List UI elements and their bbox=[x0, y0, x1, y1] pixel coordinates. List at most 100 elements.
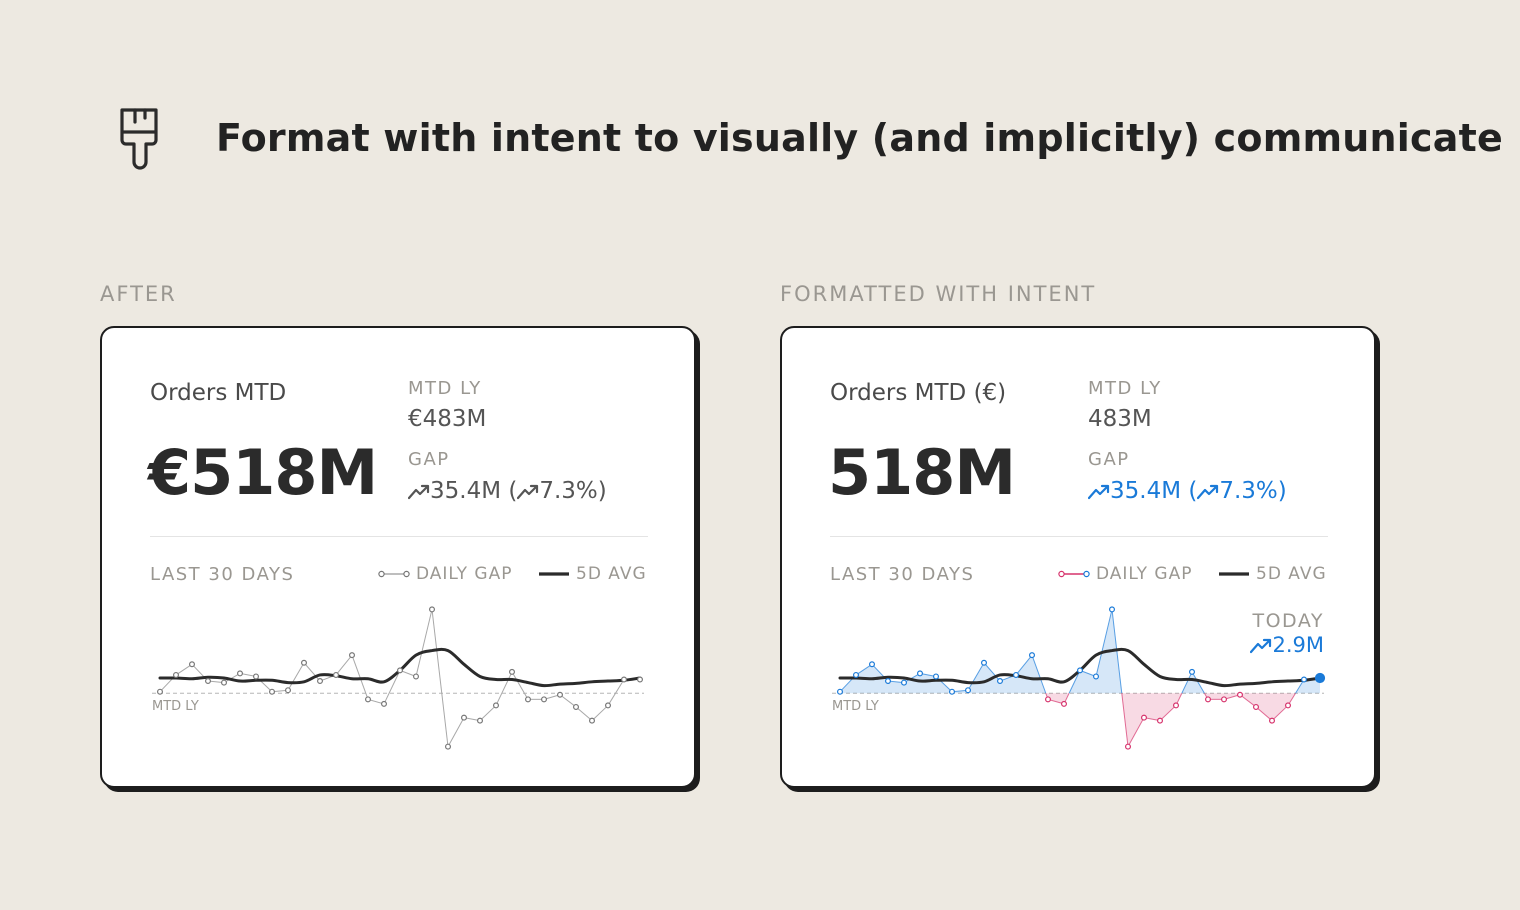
gap-amount: 35.4M bbox=[430, 478, 502, 504]
daily-gap-point bbox=[1269, 717, 1276, 724]
mtd-ly-value: 483M bbox=[1088, 406, 1152, 432]
daily-gap-point bbox=[837, 688, 844, 695]
daily-gap-point bbox=[173, 671, 180, 678]
gap-value: 35.4M (7.3%) bbox=[408, 478, 607, 504]
daily-gap-point bbox=[1093, 673, 1100, 680]
daily-gap-point bbox=[493, 702, 500, 709]
trend-up-icon bbox=[1197, 484, 1219, 500]
daily-gap-segment bbox=[415, 609, 433, 677]
daily-gap-segment bbox=[1068, 670, 1081, 694]
mtd-ly-label: MTD LY bbox=[408, 378, 482, 399]
legend-daily-gap-label: DAILY GAP bbox=[1096, 564, 1193, 584]
daily-gap-segment bbox=[495, 671, 513, 706]
legend-5d-avg-label: 5D AVG bbox=[1256, 564, 1327, 584]
daily-gap-segment bbox=[1181, 671, 1193, 694]
daily-gap-segment bbox=[511, 671, 529, 700]
gap-area bbox=[920, 673, 936, 694]
daily-gap-point bbox=[1189, 668, 1196, 675]
gap-area bbox=[888, 681, 904, 694]
gap-area bbox=[904, 673, 920, 694]
gap-area bbox=[1272, 693, 1288, 721]
daily-gap-point bbox=[1029, 652, 1036, 659]
baseline-label: MTD LY bbox=[152, 699, 199, 714]
today-point bbox=[1314, 672, 1326, 684]
daily-gap-point bbox=[853, 671, 860, 678]
legend-daily-gap: DAILY GAP bbox=[1058, 564, 1193, 584]
legend-5d-avg-swatch bbox=[539, 572, 569, 576]
chart-title: LAST 30 DAYS bbox=[830, 564, 975, 585]
today-amount: 2.9M bbox=[1272, 633, 1324, 657]
daily-gap-point bbox=[1141, 714, 1148, 721]
daily-gap-point bbox=[365, 696, 372, 703]
gap-area bbox=[1256, 693, 1272, 721]
divider bbox=[150, 536, 648, 537]
gap-label: GAP bbox=[1088, 449, 1130, 470]
daily-gap-segment bbox=[1191, 671, 1205, 694]
daily-gap-point bbox=[381, 700, 388, 707]
daily-gap-point bbox=[509, 668, 516, 675]
daily-gap-point bbox=[1253, 703, 1260, 710]
daily-gap-segment bbox=[1255, 706, 1273, 722]
gap-area bbox=[1064, 693, 1070, 704]
daily-gap-point bbox=[965, 687, 972, 694]
daily-gap-point bbox=[884, 678, 891, 685]
divider bbox=[830, 536, 1328, 537]
daily-gap-segment bbox=[1159, 705, 1177, 722]
daily-gap-point bbox=[252, 673, 259, 680]
daily-gap-segment bbox=[903, 672, 921, 684]
trend-up-icon bbox=[1250, 638, 1272, 654]
gap-area bbox=[1016, 655, 1032, 694]
daily-gap-segment bbox=[287, 662, 305, 691]
daily-gap-point bbox=[868, 661, 875, 668]
chart-title: LAST 30 DAYS bbox=[150, 564, 295, 585]
gap-area bbox=[1112, 609, 1122, 694]
daily-gap-point bbox=[157, 688, 164, 695]
daily-gap-point bbox=[1173, 702, 1180, 709]
daily-gap-point bbox=[204, 678, 211, 685]
kpi-title: Orders MTD (€) bbox=[830, 380, 1007, 406]
trend-up-icon bbox=[1088, 484, 1110, 500]
daily-gap-segment bbox=[479, 705, 497, 722]
line-chart-intent: MTD LY bbox=[832, 606, 1326, 750]
gap-area bbox=[1128, 693, 1144, 747]
daily-gap-segment bbox=[431, 609, 449, 747]
gap-area bbox=[1288, 693, 1296, 706]
kpi-card-after: Orders MTD €518M MTD LY €483M GAP 35.4M … bbox=[100, 326, 696, 788]
daily-gap-point bbox=[541, 696, 548, 703]
kpi-value: €518M bbox=[148, 436, 378, 509]
daily-gap-point bbox=[429, 606, 436, 613]
daily-gap-segment bbox=[351, 654, 369, 700]
daily-gap-point bbox=[349, 652, 356, 659]
daily-gap-point bbox=[573, 703, 580, 710]
daily-gap-point bbox=[333, 671, 340, 678]
daily-gap-segment bbox=[1121, 693, 1129, 747]
daily-gap-point bbox=[1013, 671, 1020, 678]
mtd-ly-label: MTD LY bbox=[1088, 378, 1162, 399]
daily-gap-segment bbox=[1271, 705, 1289, 722]
daily-gap-segment bbox=[1127, 717, 1145, 747]
daily-gap-segment bbox=[1239, 694, 1257, 708]
daily-gap-point bbox=[413, 673, 420, 680]
daily-gap-segment bbox=[607, 679, 625, 706]
daily-gap-point bbox=[268, 688, 275, 695]
legend-5d-avg: 5D AVG bbox=[538, 564, 647, 584]
daily-gap-segment bbox=[559, 694, 577, 708]
kpi-value: 518M bbox=[828, 436, 1016, 509]
section-label-after: AFTER bbox=[100, 282, 177, 306]
legend-5d-avg: 5D AVG bbox=[1218, 564, 1327, 584]
daily-gap-point bbox=[1221, 696, 1228, 703]
daily-gap-segment bbox=[303, 662, 321, 682]
daily-gap-point bbox=[1125, 743, 1132, 750]
daily-gap-segment bbox=[1031, 654, 1047, 694]
trend-up-icon bbox=[408, 484, 430, 500]
daily-gap-segment bbox=[967, 662, 985, 691]
daily-gap-point bbox=[1157, 717, 1164, 724]
kpi-title: Orders MTD bbox=[150, 380, 287, 406]
gap-area bbox=[1160, 693, 1176, 721]
trend-up-icon bbox=[517, 484, 539, 500]
daily-gap-point bbox=[477, 717, 484, 724]
gap-area bbox=[1304, 678, 1320, 694]
gap-area bbox=[1295, 679, 1304, 694]
daily-gap-point bbox=[1109, 606, 1116, 613]
daily-gap-point bbox=[997, 678, 1004, 685]
